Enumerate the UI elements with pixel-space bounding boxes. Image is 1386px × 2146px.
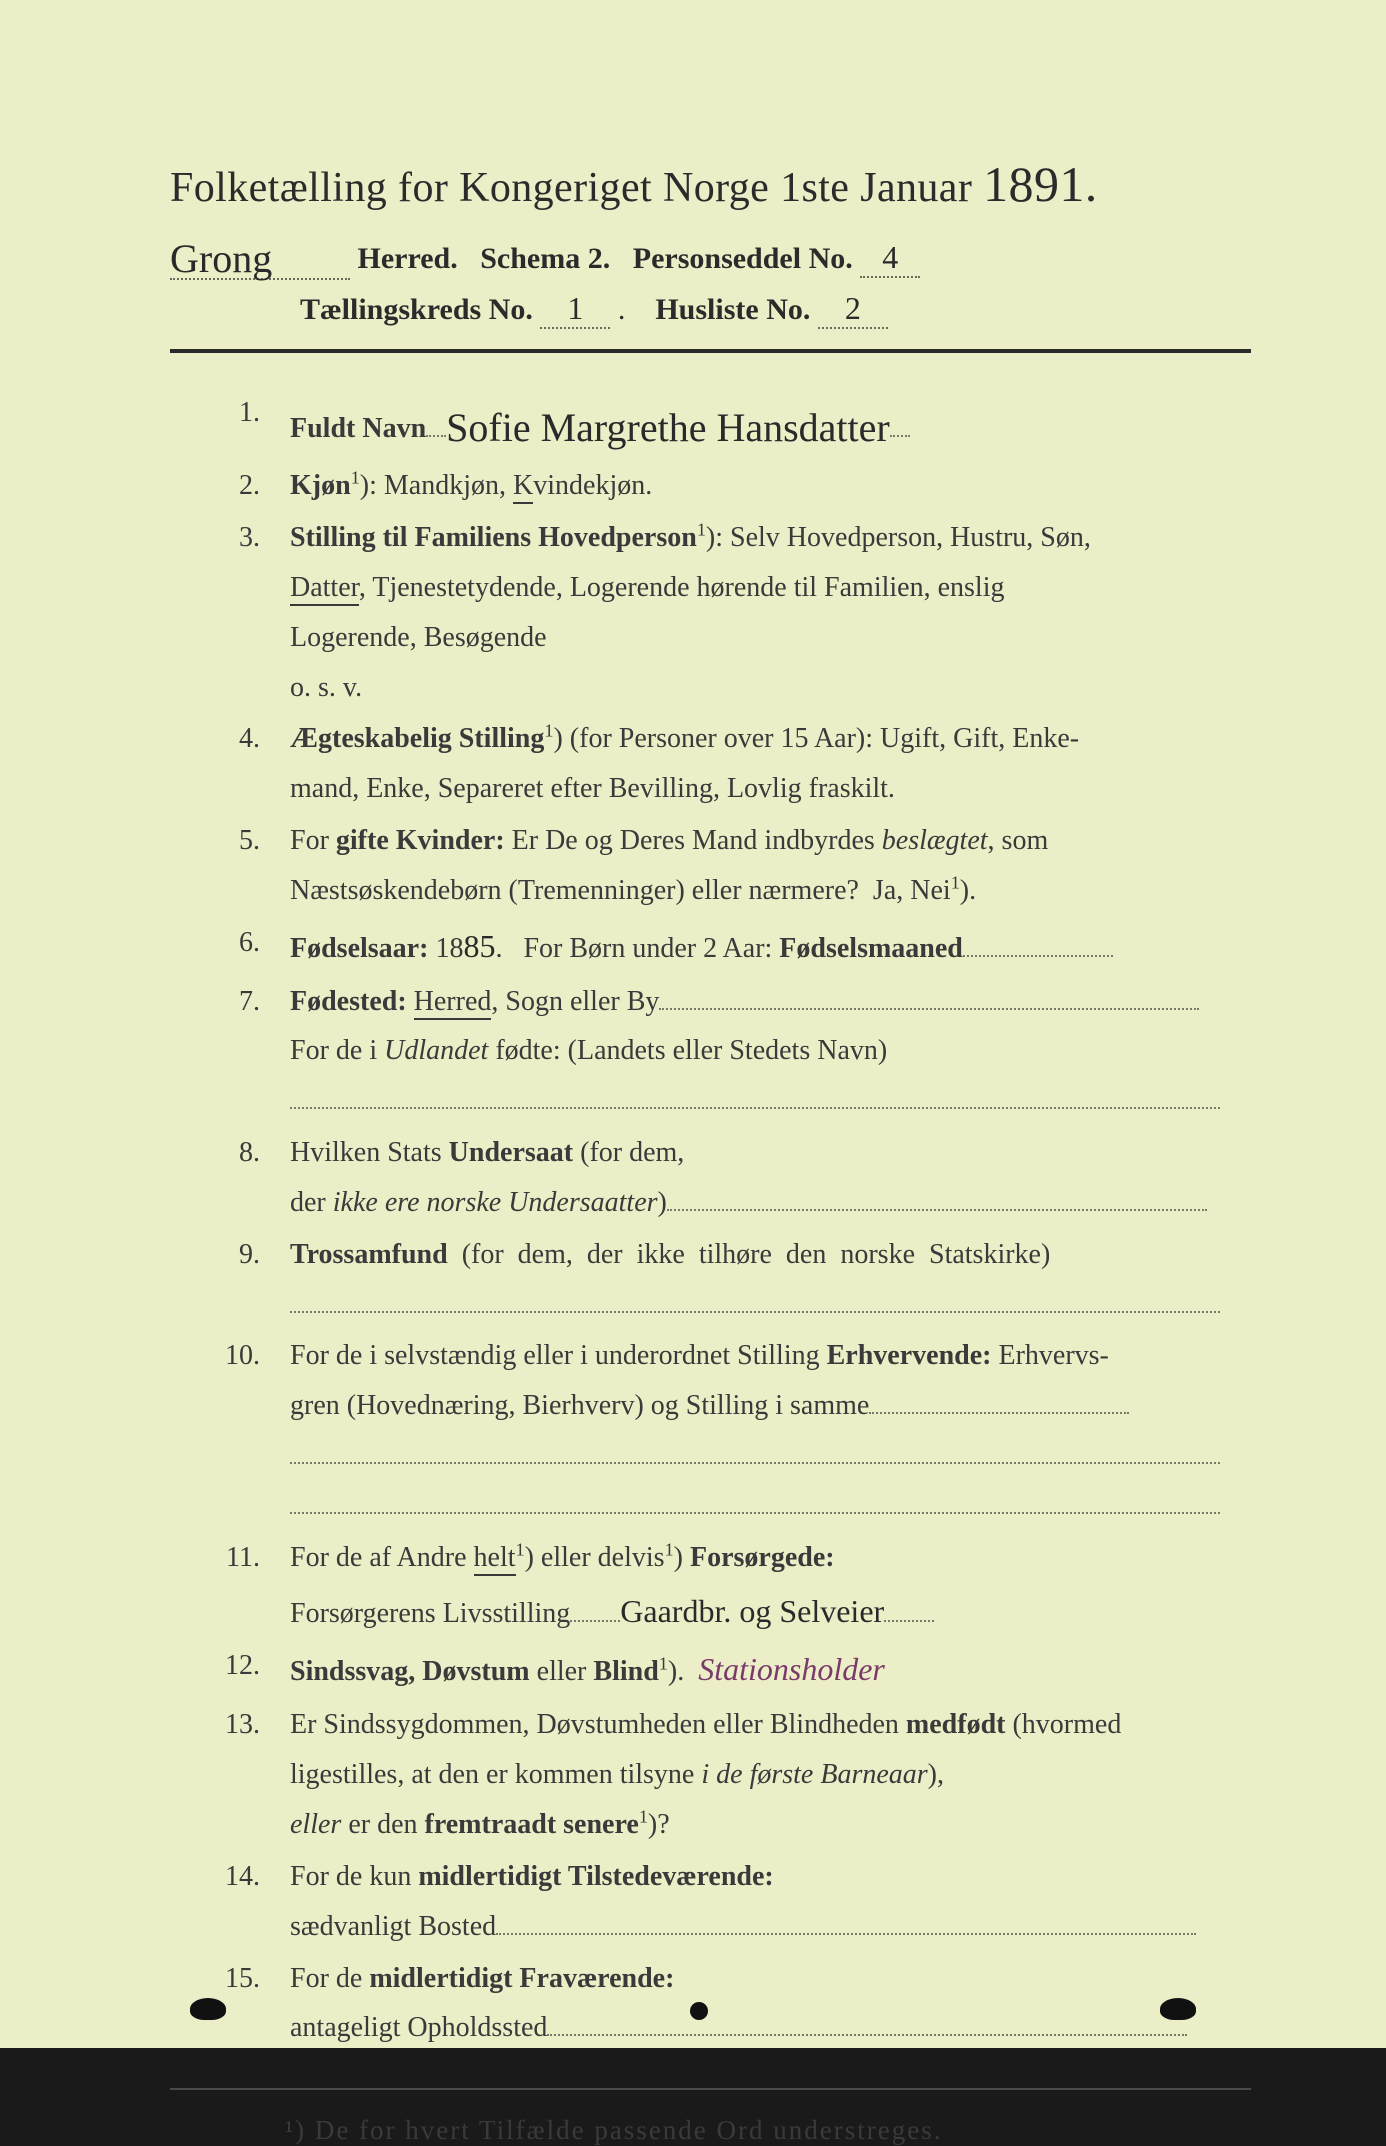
form-item: 13.Er Sindssygdommen, Døvstumheden eller…: [170, 1700, 1251, 1849]
item-number: 14.: [170, 1852, 290, 1952]
footnote: ¹) De for hvert Tilfælde passende Ord un…: [170, 2115, 1251, 2146]
item-body: Ægteskabelig Stilling1) (for Personer ov…: [290, 714, 1251, 814]
personseddel-label: Personseddel No.: [633, 242, 853, 275]
kreds-label: Tællingskreds No.: [300, 293, 533, 326]
item-body: Er Sindssygdommen, Døvstumheden eller Bl…: [290, 1700, 1251, 1849]
header-row-1: Grong Herred. Schema 2. Personseddel No.…: [170, 231, 1251, 280]
item-body: Trossamfund (for dem, der ikke tilhøre d…: [290, 1230, 1251, 1330]
form-item: 3.Stilling til Familiens Hovedperson1): …: [170, 513, 1251, 712]
form-item: 4.Ægteskabelig Stilling1) (for Personer …: [170, 714, 1251, 814]
item-body: For gifte Kvinder: Er De og Deres Mand i…: [290, 816, 1251, 916]
form-item: 15.For de midlertidigt Fraværende:antage…: [170, 1954, 1251, 2054]
item-body: For de kun midlertidigt Tilstedeværende:…: [290, 1852, 1251, 1952]
form-item: 10.For de i selvstændig eller i underord…: [170, 1331, 1251, 1530]
item-number: 4.: [170, 714, 290, 814]
item-body: Fødselsaar: 1885. For Børn under 2 Aar: …: [290, 918, 1251, 975]
form-item: 12.Sindssvag, Døvstum eller Blind1). Sta…: [170, 1641, 1251, 1698]
form-item: 9.Trossamfund (for dem, der ikke tilhøre…: [170, 1230, 1251, 1330]
form-item: 7.Fødested: Herred, Sogn eller ByFor de …: [170, 977, 1251, 1126]
divider-heavy: [170, 349, 1251, 353]
item-number: 6.: [170, 918, 290, 975]
form-item: 8.Hvilken Stats Undersaat (for dem,der i…: [170, 1128, 1251, 1228]
form-item: 11.For de af Andre helt1) eller delvis1)…: [170, 1533, 1251, 1640]
item-number: 13.: [170, 1700, 290, 1849]
husliste-no: 2: [845, 290, 861, 326]
item-number: 9.: [170, 1230, 290, 1330]
item-number: 3.: [170, 513, 290, 712]
item-body: For de i selvstændig eller i underordnet…: [290, 1331, 1251, 1530]
title-year: 1891.: [983, 156, 1098, 212]
item-number: 8.: [170, 1128, 290, 1228]
item-number: 5.: [170, 816, 290, 916]
personseddel-field: 4: [860, 239, 920, 278]
form-item: 1.Fuldt NavnSofie Margrethe Hansdatter: [170, 388, 1251, 459]
item-body: Fuldt NavnSofie Margrethe Hansdatter: [290, 388, 1251, 459]
kreds-field: 1: [540, 290, 610, 329]
item-number: 1.: [170, 388, 290, 459]
divider-footer: [170, 2088, 1251, 2090]
item-body: Kjøn1): Mandkjøn, Kvindekjøn.: [290, 461, 1251, 511]
kreds-no: 1: [567, 290, 583, 326]
census-form-page: Folketælling for Kongeriget Norge 1ste J…: [0, 0, 1386, 2048]
husliste-field: 2: [818, 290, 888, 329]
item-number: 15.: [170, 1954, 290, 2054]
title-text: Folketælling for Kongeriget Norge 1ste J…: [170, 165, 972, 211]
form-item: 6.Fødselsaar: 1885. For Børn under 2 Aar…: [170, 918, 1251, 975]
item-body: Sindssvag, Døvstum eller Blind1). Statio…: [290, 1641, 1251, 1698]
header-row-2: Tællingskreds No. 1 . Husliste No. 2: [170, 290, 1251, 329]
item-body: Hvilken Stats Undersaat (for dem,der ikk…: [290, 1128, 1251, 1228]
item-number: 10.: [170, 1331, 290, 1530]
punch-hole: [190, 1998, 226, 2020]
page-title: Folketælling for Kongeriget Norge 1ste J…: [170, 155, 1251, 213]
punch-hole: [690, 2002, 708, 2020]
form-item: 14.For de kun midlertidigt Tilstedeværen…: [170, 1852, 1251, 1952]
item-number: 12.: [170, 1641, 290, 1698]
form-items-list: 1.Fuldt NavnSofie Margrethe Hansdatter2.…: [170, 388, 1251, 2053]
form-item: 5.For gifte Kvinder: Er De og Deres Mand…: [170, 816, 1251, 916]
personseddel-no: 4: [882, 239, 898, 275]
item-body: For de af Andre helt1) eller delvis1) Fo…: [290, 1533, 1251, 1640]
item-number: 7.: [170, 977, 290, 1126]
item-body: Stilling til Familiens Hovedperson1): Se…: [290, 513, 1251, 712]
punch-hole: [1160, 1998, 1196, 2020]
form-item: 2.Kjøn1): Mandkjøn, Kvindekjøn.: [170, 461, 1251, 511]
item-body: For de midlertidigt Fraværende:antagelig…: [290, 1954, 1251, 2054]
herred-hw: Grong: [170, 235, 272, 282]
herred-label: Herred.: [358, 242, 458, 275]
husliste-label: Husliste No.: [655, 293, 810, 326]
item-number: 11.: [170, 1533, 290, 1640]
item-body: Fødested: Herred, Sogn eller ByFor de i …: [290, 977, 1251, 1126]
item-number: 2.: [170, 461, 290, 511]
schema-label: Schema 2.: [480, 242, 610, 275]
herred-field: Grong: [170, 231, 350, 280]
